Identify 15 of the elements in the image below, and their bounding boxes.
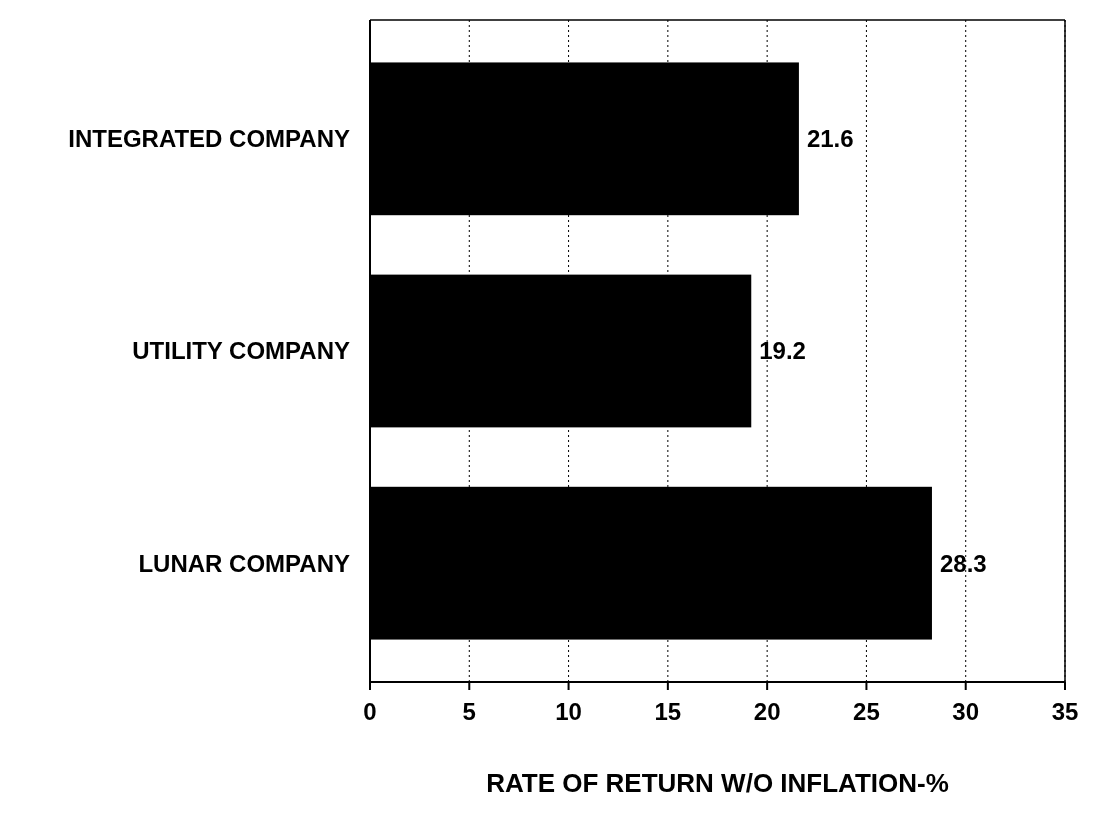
x-tick-label: 25	[853, 698, 880, 725]
x-tick-label: 0	[363, 698, 377, 725]
data-label: 19.2	[759, 337, 806, 365]
y-tick-label: LUNAR COMPANY	[138, 549, 350, 577]
x-tick-label: 30	[952, 698, 980, 725]
y-tick-label: UTILITY COMPANY	[132, 337, 350, 365]
x-tick-label: 35	[1051, 698, 1079, 725]
x-tick-label: 10	[555, 698, 582, 725]
data-label: 28.3	[939, 549, 987, 577]
x-tick-label: 20	[753, 698, 781, 725]
data-label: 21.6	[806, 125, 854, 153]
x-axis-title: RATE OF RETURN W/O INFLATION-%	[486, 768, 949, 798]
x-tick-label: 5	[462, 698, 476, 725]
x-tick-label: 15	[654, 698, 682, 725]
y-tick-label: INTEGRATED COMPANY	[68, 125, 350, 153]
